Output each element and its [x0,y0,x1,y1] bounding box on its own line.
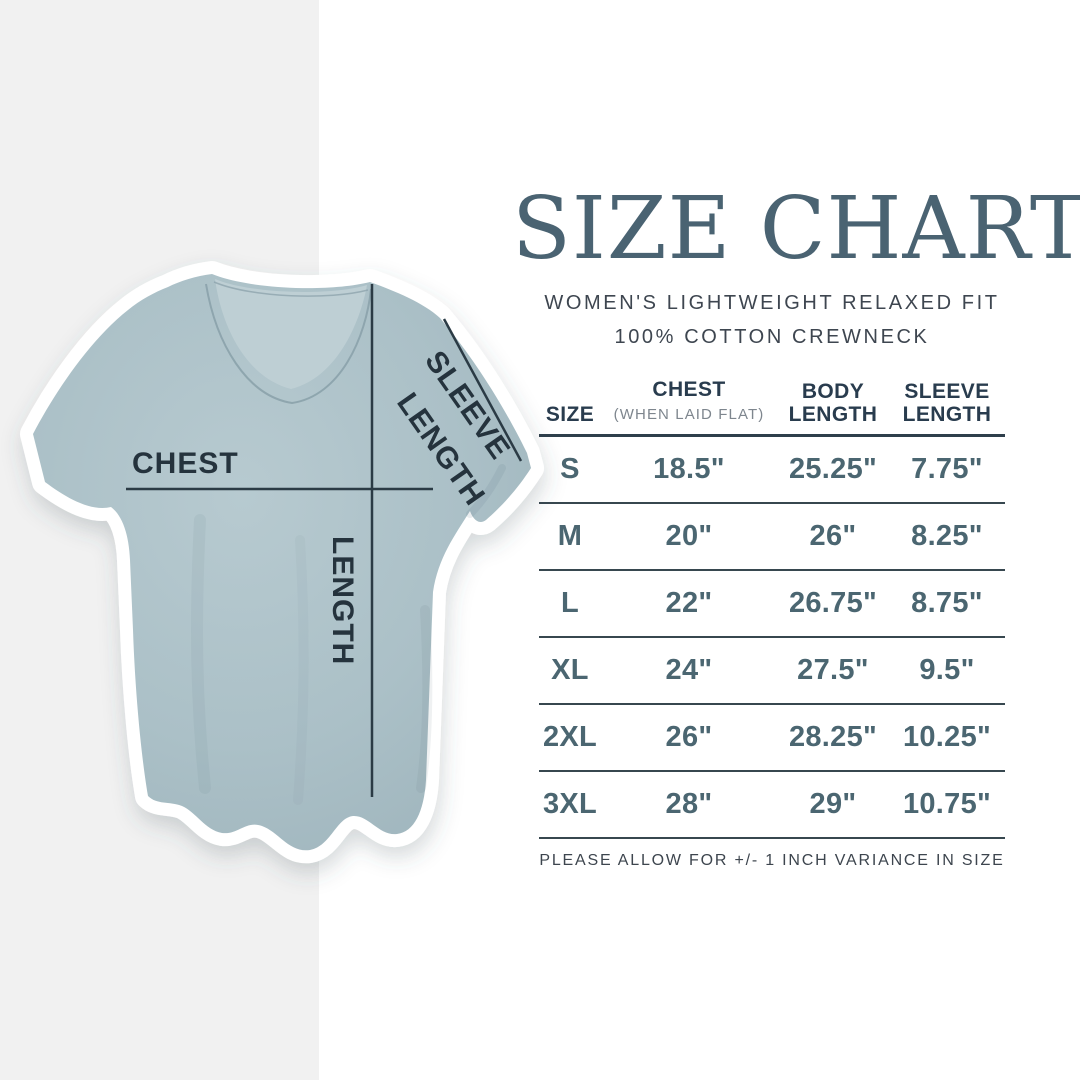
sleeve-length-cell: 8.25" [911,520,983,552]
header-sleeve-line2: LENGTH [902,403,992,426]
size-cell: 2XL [542,721,598,753]
header-chest: CHEST (WHEN LAID FLAT) [601,378,777,426]
chest-cell: 26" [665,721,713,753]
table-row: XL 24" 27.5" 9.5" [539,638,1005,705]
subtitle: WOMEN'S LIGHTWEIGHT RELAXED FIT 100% COT… [512,286,1032,354]
fold-shade [416,605,433,793]
background-band [0,0,319,1080]
size-cell: L [560,587,579,619]
chest-cell: 18.5" [653,453,725,485]
sleeve-length-cell: 10.25" [902,721,992,753]
header-body-line1: BODY [801,380,865,403]
body-length-cell: 28.25" [788,721,878,753]
table-header-row: SIZE CHEST (WHEN LAID FLAT) BODY LENGTH … [539,378,1005,437]
header-chest-label: CHEST [652,378,726,401]
sleeve-length-cell: 8.75" [911,587,983,619]
header-size: SIZE [539,403,601,426]
header-body-line2: LENGTH [788,403,878,426]
chest-cell: 20" [665,520,713,552]
sleeve-length-cell: 10.75" [902,788,992,820]
variance-note: PLEASE ALLOW FOR +/- 1 INCH VARIANCE IN … [539,852,1005,869]
size-table: SIZE CHEST (WHEN LAID FLAT) BODY LENGTH … [539,378,1005,839]
sleeve-line [442,318,523,462]
table-row: S 18.5" 25.25" 7.75" [539,437,1005,504]
table-row: 3XL 28" 29" 10.75" [539,772,1005,839]
length-label: LENGTH [326,536,359,665]
header-sleeve-length: SLEEVE LENGTH [889,380,1005,426]
subtitle-line2: 100% COTTON CREWNECK [614,326,930,348]
sleeve-label-line2: LENGTH [390,387,491,512]
size-chart-panel: SIZE CHART WOMEN'S LIGHTWEIGHT RELAXED F… [512,179,1080,870]
size-cell: S [560,453,580,485]
table-row: L 22" 26.75" 8.75" [539,571,1005,638]
header-body-length: BODY LENGTH [777,380,889,426]
size-cell: M [557,520,583,552]
sleeve-label-line1: SLEEVE [418,345,516,466]
header-chest-sub: (WHEN LAID FLAT) [613,406,765,423]
size-cell: 3XL [542,788,598,820]
body-length-cell: 27.5" [797,654,869,686]
body-length-cell: 29" [809,788,857,820]
body-length-cell: 26.75" [788,587,878,619]
size-cell: XL [551,654,589,686]
chest-cell: 28" [665,788,713,820]
header-sleeve-line1: SLEEVE [904,380,990,403]
table-row: 2XL 26" 28.25" 10.25" [539,705,1005,772]
sleeve-length-cell: 9.5" [919,654,975,686]
chest-cell: 22" [665,587,713,619]
body-length-cell: 25.25" [788,453,878,485]
sleeve-shade [466,464,506,518]
body-length-cell: 26" [809,520,857,552]
sleeve-length-cell: 7.75" [911,453,983,485]
subtitle-line1: WOMEN'S LIGHTWEIGHT RELAXED FIT [544,292,1000,314]
page-title: SIZE CHART [512,179,1080,279]
header-size-label: SIZE [545,403,595,426]
table-row: M 20" 26" 8.25" [539,504,1005,571]
chest-cell: 24" [665,654,713,686]
